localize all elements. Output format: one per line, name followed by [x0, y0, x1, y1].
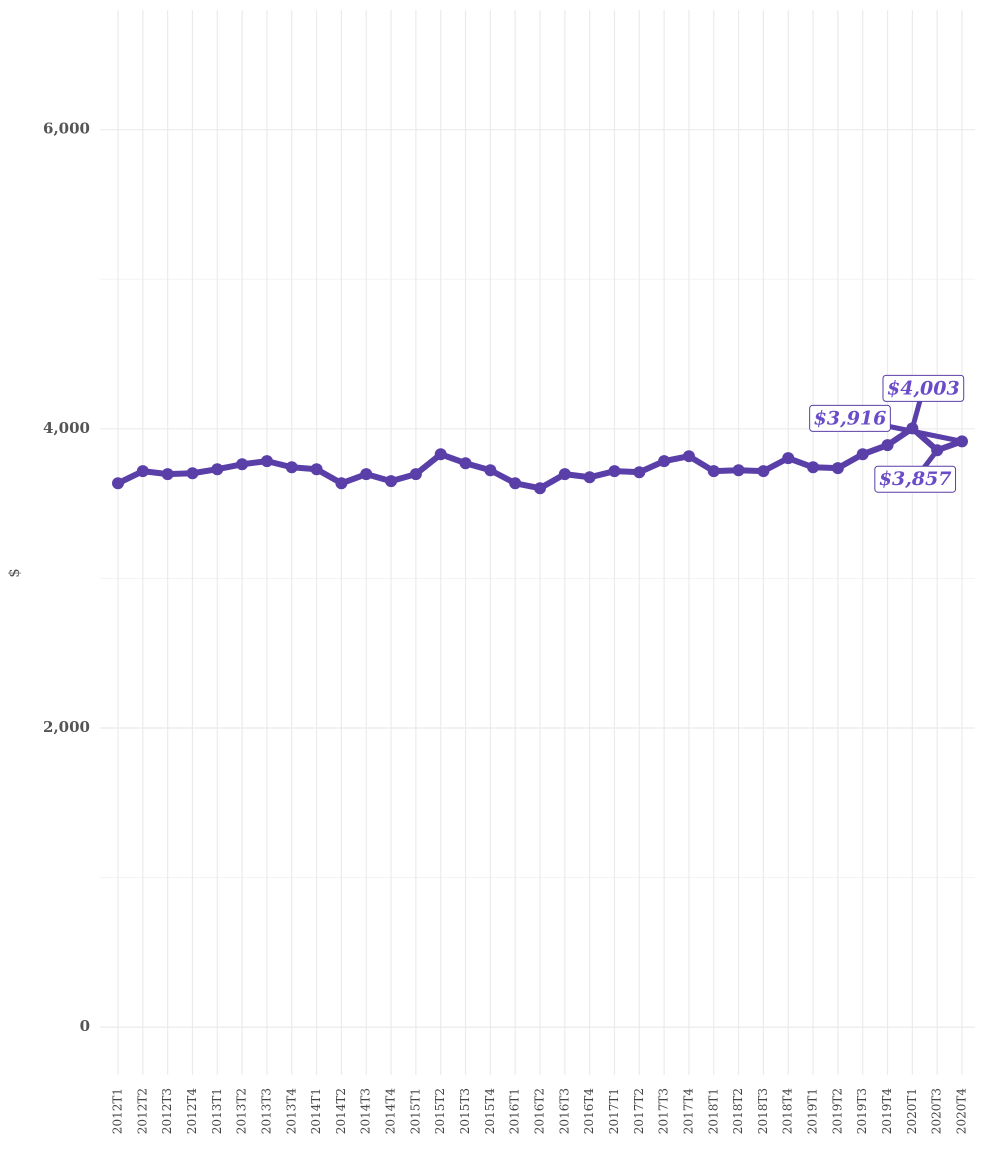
y-axis-label: $	[5, 568, 23, 578]
point	[260, 455, 273, 468]
x-tick-label: 2013T3	[259, 1088, 273, 1134]
value-label-group: $4,003	[882, 374, 965, 402]
x-tick-label: 2018T2	[731, 1088, 745, 1134]
point	[186, 467, 199, 480]
x-tick-label: 2012T1	[111, 1088, 125, 1134]
point	[136, 465, 149, 478]
x-tick-label: 2012T2	[135, 1088, 149, 1134]
point	[161, 468, 174, 481]
point	[856, 448, 869, 461]
x-tick-label: 2018T1	[706, 1088, 720, 1134]
x-tick-label: 2020T4	[955, 1088, 969, 1135]
x-tick-label: 2020T3	[930, 1088, 944, 1134]
x-tick-label: 2014T2	[334, 1088, 348, 1134]
x-tick-label: 2013T1	[210, 1088, 224, 1134]
point	[112, 477, 124, 490]
point	[385, 475, 398, 488]
x-tick-label: 2020T1	[905, 1088, 919, 1134]
point	[459, 457, 472, 470]
value-label-box	[874, 465, 957, 493]
value-label-box	[809, 404, 891, 432]
x-tick-label: 2015T3	[458, 1088, 472, 1134]
point	[831, 462, 844, 475]
x-tick-label: 2017T1	[607, 1088, 621, 1134]
point	[707, 465, 720, 478]
x-tick-label: 2017T3	[657, 1088, 671, 1134]
y-tick-label: 6,000	[43, 120, 90, 138]
x-tick-label: 2016T2	[533, 1088, 547, 1134]
y-tick-label: 4,000	[43, 419, 90, 437]
x-tick-label: 2014T3	[359, 1088, 373, 1134]
value-label: $3,916	[814, 407, 887, 429]
point	[236, 458, 249, 471]
point	[757, 465, 770, 478]
x-tick-label: 2012T4	[185, 1088, 199, 1135]
point	[583, 471, 596, 484]
y-tick-label: 0	[80, 1017, 90, 1035]
point	[409, 468, 422, 481]
x-tick-label: 2016T3	[557, 1088, 571, 1134]
x-tick-label: 2017T4	[681, 1088, 695, 1135]
value-label-group: $3,857	[874, 465, 957, 493]
x-tick-label: 2017T2	[632, 1088, 646, 1134]
x-tick-label: 2015T4	[483, 1088, 497, 1135]
x-tick-label: 2014T4	[384, 1088, 398, 1135]
point	[633, 466, 646, 479]
x-tick-label: 2018T4	[781, 1088, 795, 1135]
point	[732, 464, 745, 477]
x-tick-label: 2013T2	[235, 1088, 249, 1134]
x-tick-label: 2013T4	[284, 1088, 298, 1135]
point	[682, 450, 695, 463]
point	[558, 468, 571, 481]
x-tick-label: 2019T4	[880, 1088, 894, 1135]
point	[509, 477, 522, 490]
point	[335, 477, 348, 490]
value-label-group: $3,916	[809, 404, 891, 432]
point	[211, 463, 224, 476]
point	[434, 448, 447, 461]
point	[658, 455, 671, 468]
x-tick-label: 2015T1	[408, 1088, 422, 1134]
x-tick-label: 2016T4	[582, 1088, 596, 1135]
value-label: $4,003	[887, 377, 960, 399]
point	[782, 452, 795, 465]
point	[484, 464, 497, 477]
x-tick-label: 2014T1	[309, 1088, 323, 1134]
x-tick-label: 2019T3	[855, 1088, 869, 1134]
point	[360, 468, 373, 481]
y-tick-label: 2,000	[43, 718, 90, 736]
value-label: $3,857	[879, 468, 952, 490]
value-label-box	[882, 374, 965, 402]
point	[608, 465, 621, 478]
x-tick-label: 2019T2	[830, 1088, 844, 1134]
x-tick-label: 2015T2	[433, 1088, 447, 1134]
point	[534, 482, 546, 495]
point	[807, 461, 820, 474]
x-tick-label: 2012T3	[160, 1088, 174, 1134]
x-tick-label: 2019T1	[806, 1088, 820, 1134]
x-tick-label: 2018T3	[756, 1088, 770, 1134]
x-tick-label: 2016T1	[508, 1088, 522, 1134]
point	[310, 463, 323, 476]
point	[881, 439, 894, 452]
point	[285, 461, 298, 474]
